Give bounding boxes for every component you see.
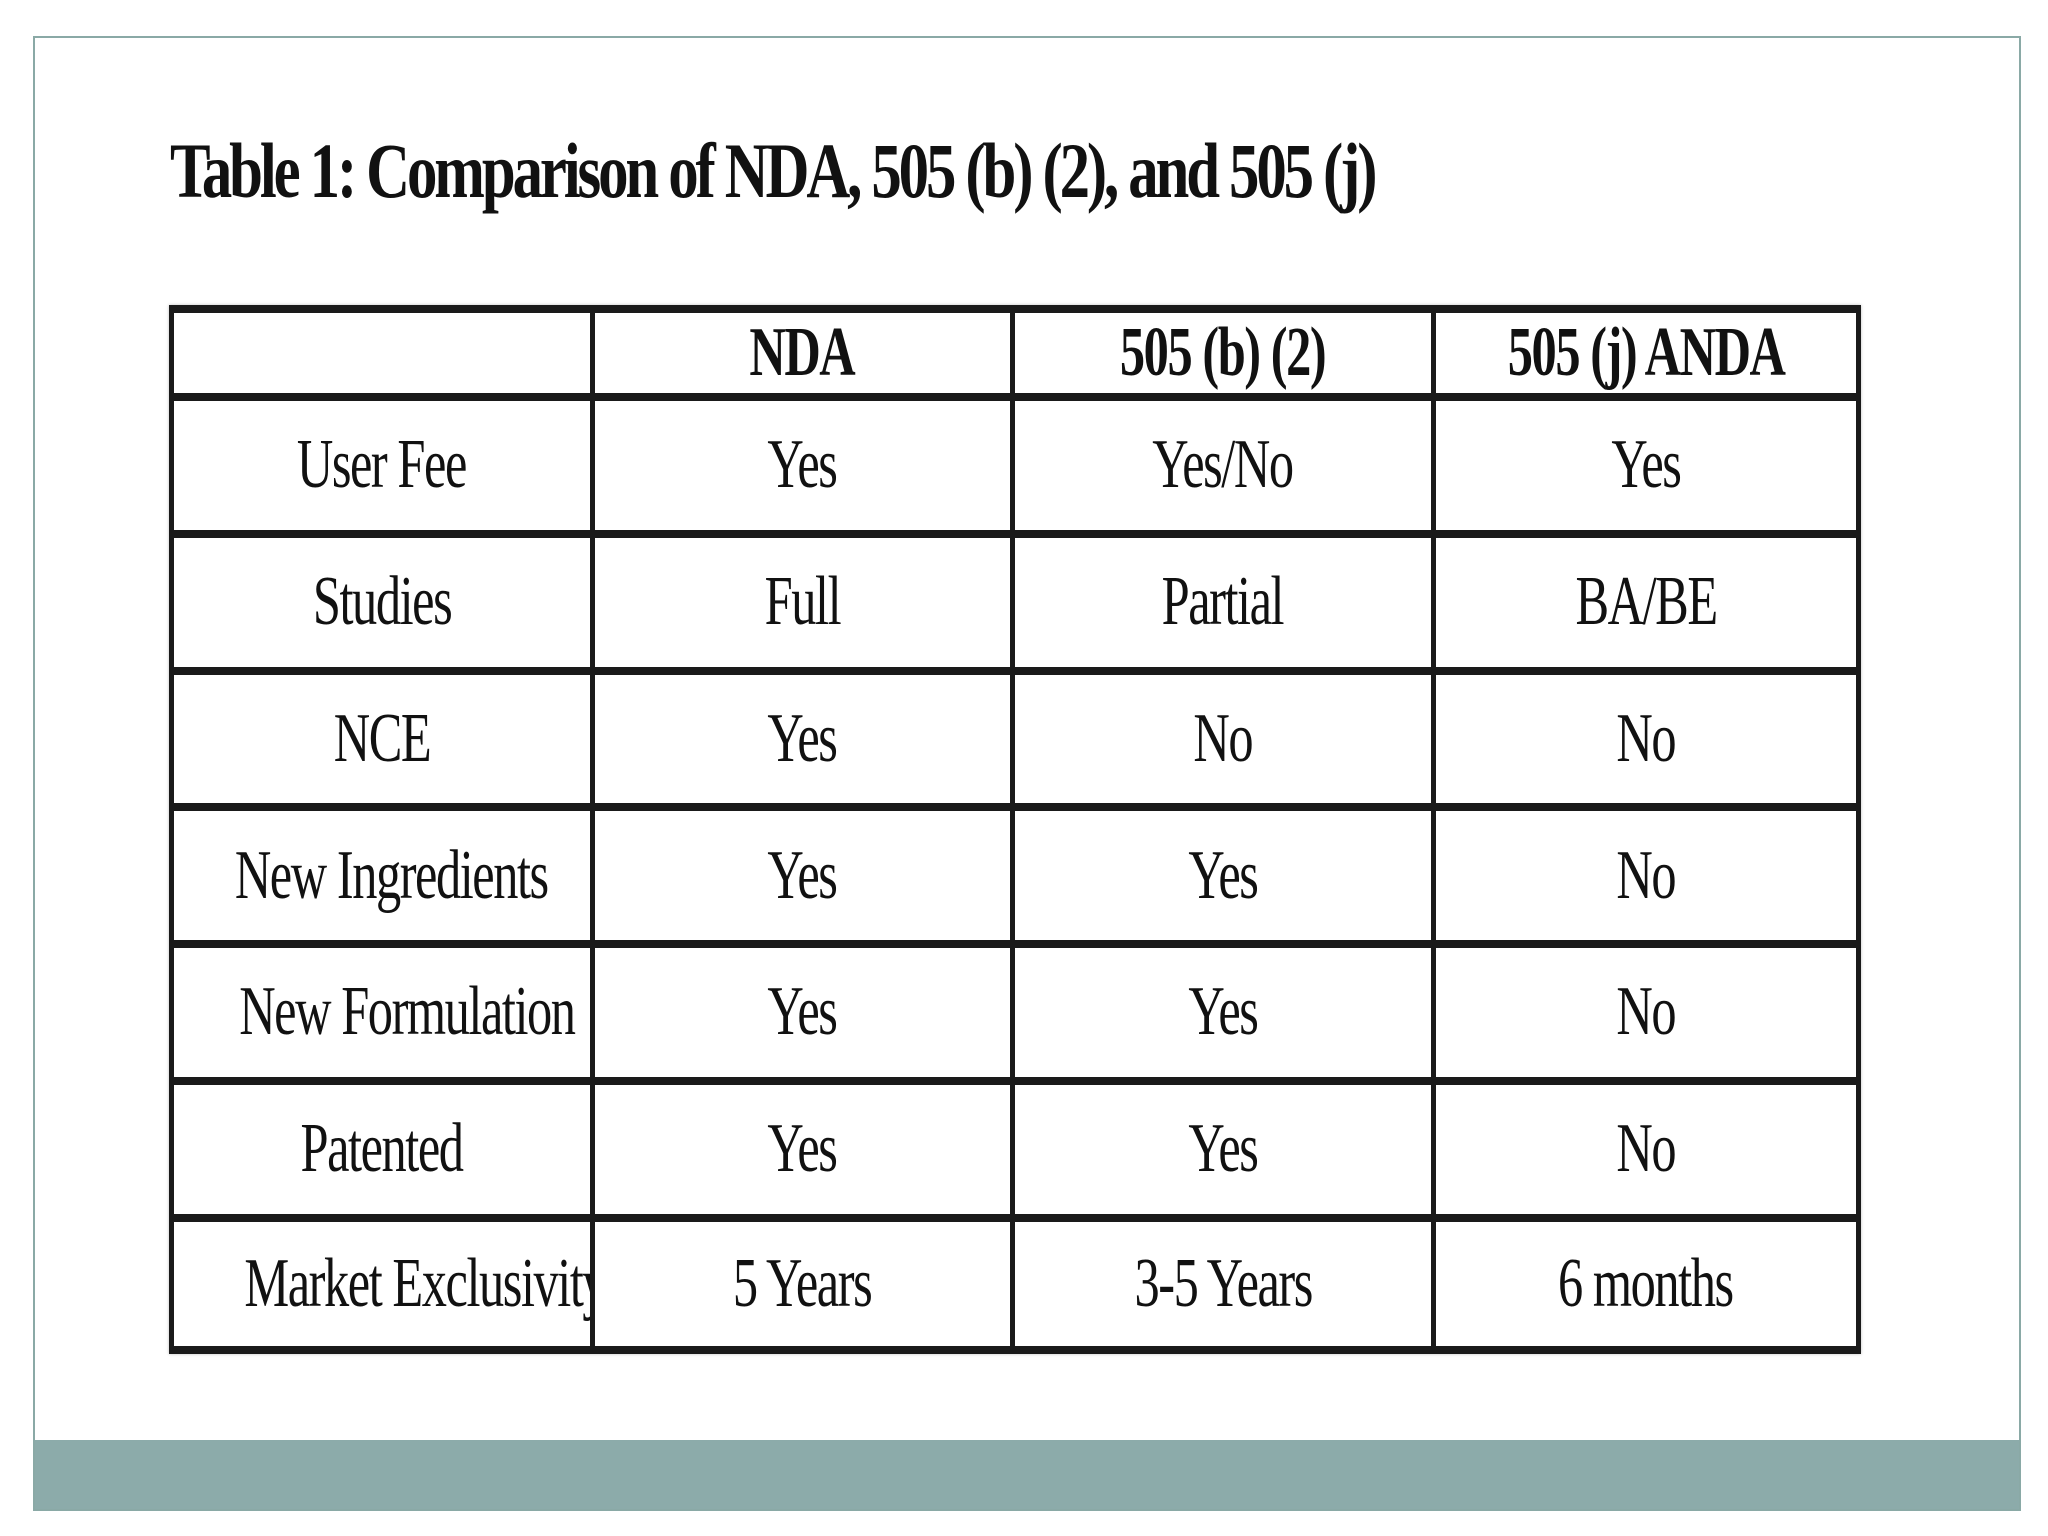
cell-value: Yes [1188, 973, 1258, 1051]
cell-value: Yes [767, 836, 838, 914]
comparison-table: NDA 505 (b) (2) 505 (j) ANDA User Fee Ye… [169, 305, 1861, 1354]
row-label: New Ingredients [234, 836, 549, 914]
table-cell: Yes [594, 948, 1015, 1085]
row-label: New Formulation [239, 973, 576, 1051]
table-cell: Yes [1015, 1084, 1436, 1222]
slide-frame: Table 1: Comparison of NDA, 505 (b) (2),… [33, 36, 2021, 1511]
row-label-cell: Patented [174, 1084, 595, 1222]
table-cell: Yes [594, 1084, 1015, 1222]
cell-value: Yes [1188, 1110, 1258, 1188]
cell-value: Yes [767, 426, 838, 504]
row-label: Patented [300, 1110, 464, 1188]
table-cell: No [1015, 674, 1436, 812]
table-cell: Yes [594, 401, 1015, 538]
cell-value: Yes [1188, 836, 1258, 914]
table-row: User Fee Yes Yes/No Yes [174, 401, 1856, 538]
row-label: Studies [312, 563, 453, 641]
cell-value: Yes [767, 1110, 838, 1188]
cell-value: BA/BE [1575, 563, 1718, 641]
cell-value: No [1616, 1110, 1676, 1188]
table-row: Patented Yes Yes No [174, 1084, 1856, 1222]
cell-value: 5 Years [733, 1244, 873, 1322]
row-label-cell: New Formulation [174, 948, 595, 1085]
cell-value: Full [764, 563, 842, 641]
table-cell: 6 months [1436, 1222, 1857, 1346]
cell-value: 3-5 Years [1134, 1244, 1313, 1322]
table-cell: No [1435, 675, 1856, 812]
cell-value: No [1616, 836, 1676, 914]
cell-value: Yes [1611, 426, 1681, 504]
row-label-cell: User Fee [174, 401, 595, 538]
table-cell: Yes [594, 811, 1015, 949]
header-label: 505 (j) ANDA [1507, 314, 1785, 391]
table-header-row: NDA 505 (b) (2) 505 (j) ANDA [174, 313, 1856, 401]
table-cell: No [1435, 948, 1856, 1085]
row-label-cell: New Ingredients [174, 811, 595, 949]
cell-value: No [1616, 973, 1676, 1051]
cell-value: Yes/No [1152, 426, 1295, 504]
header-label: 505 (b) (2) [1120, 314, 1327, 391]
table-cell: 5 Years [595, 1221, 1015, 1346]
cell-value: Partial [1161, 563, 1285, 641]
header-cell-505b2: 505 (b) (2) [1015, 313, 1436, 401]
table-cell: Yes [594, 674, 1015, 812]
row-label: NCE [333, 699, 432, 777]
row-label: Market Exclusivity [244, 1244, 595, 1322]
table-row: New Ingredients Yes Yes No [174, 811, 1856, 949]
table-cell: Yes [1435, 401, 1856, 538]
table-cell: Partial [1015, 537, 1436, 675]
row-label-cell: Studies [174, 537, 595, 675]
cell-value: No [1616, 699, 1676, 777]
header-cell-nda: NDA [594, 313, 1015, 401]
header-cell-empty [174, 313, 595, 401]
table-cell: Yes/No [1015, 401, 1436, 538]
footer-band [35, 1440, 2019, 1509]
cell-value: 6 months [1558, 1244, 1734, 1322]
table-cell: Yes [1015, 811, 1436, 949]
row-label-cell: NCE [174, 674, 595, 812]
table-cell: BA/BE [1435, 538, 1856, 675]
cell-value: Yes [767, 699, 838, 777]
table-title: Table 1: Comparison of NDA, 505 (b) (2),… [170, 127, 1378, 214]
table-cell: Yes [1015, 948, 1436, 1085]
header-label: NDA [749, 314, 856, 391]
row-label: User Fee [297, 426, 467, 504]
table-cell: No [1435, 811, 1856, 949]
table-cell: Full [594, 537, 1015, 675]
cell-value: No [1193, 699, 1253, 777]
table-row: Market Exclusivity 5 Years 3-5 Years 6 m… [174, 1221, 1857, 1346]
table-cell: 3-5 Years [1015, 1221, 1436, 1346]
table-cell: No [1435, 1085, 1856, 1222]
table-row: New Formulation Yes Yes No [174, 948, 1856, 1085]
row-label-cell: Market Exclusivity [174, 1221, 595, 1346]
cell-value: Yes [767, 973, 838, 1051]
table-row: Studies Full Partial BA/BE [174, 537, 1856, 675]
header-cell-505j-anda: 505 (j) ANDA [1435, 313, 1856, 401]
table-row: NCE Yes No No [174, 674, 1856, 812]
